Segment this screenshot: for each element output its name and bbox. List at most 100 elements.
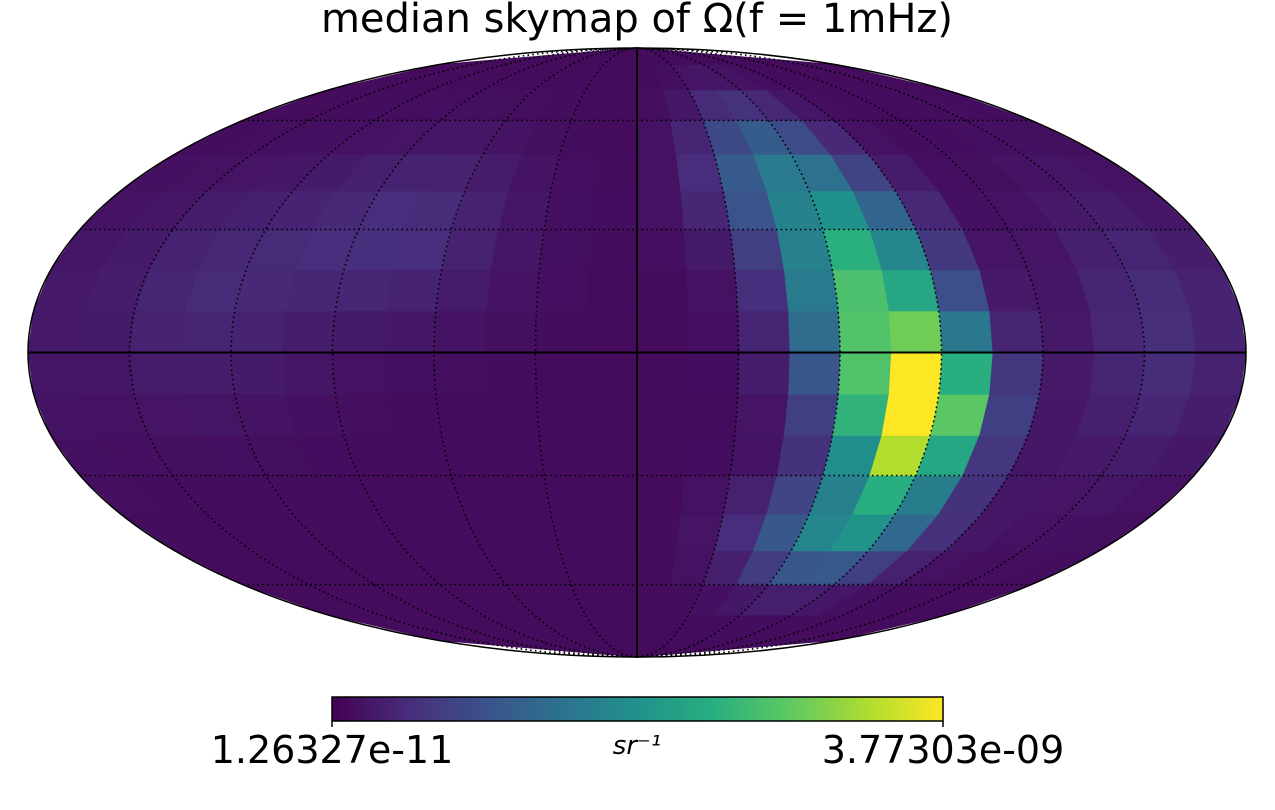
colorbar-unit-label: sr⁻¹ — [613, 731, 661, 761]
chart-title: median skymap of Ω(f = 1mHz) — [321, 0, 953, 42]
sky-pixel — [334, 393, 394, 436]
sky-pixel — [536, 269, 589, 312]
sky-pixel — [385, 269, 443, 312]
sky-pixel — [938, 310, 993, 353]
sky-pixel — [837, 352, 892, 395]
sky-pixel — [179, 310, 236, 353]
skymap-pixels — [28, 48, 1246, 657]
sky-pixel — [593, 153, 638, 192]
sky-pixel — [880, 269, 940, 312]
sky-pixel — [636, 153, 681, 192]
sky-pixel — [1189, 352, 1246, 395]
sky-pixel — [332, 352, 387, 395]
sky-pixel — [686, 310, 739, 353]
sky-pixel — [636, 550, 676, 585]
sky-pixel — [78, 352, 135, 395]
sky-pixel — [28, 310, 85, 353]
sky-pixel — [636, 352, 689, 395]
sky-pixel — [729, 229, 784, 271]
sky-pixel — [585, 352, 638, 395]
sky-pixel — [679, 190, 731, 230]
sky-pixel — [28, 352, 85, 395]
sky-pixel — [685, 269, 738, 312]
sky-pixel — [787, 310, 841, 353]
sky-pixel — [485, 269, 540, 312]
sky-pixel — [484, 352, 537, 395]
colorbar-max-label: 3.77303e-09 — [822, 728, 1065, 772]
sky-pixel — [775, 229, 833, 271]
sky-pixel — [433, 310, 487, 353]
sky-pixel — [636, 229, 687, 271]
sky-pixel — [490, 229, 545, 271]
sky-pixel — [1139, 310, 1196, 353]
sky-pixel — [586, 393, 638, 436]
sky-pixel — [686, 352, 739, 395]
sky-pixel — [438, 48, 638, 65]
sky-pixel — [484, 310, 537, 353]
sky-pixel — [737, 310, 790, 353]
sky-pixel — [129, 352, 185, 395]
sky-pixel — [535, 352, 588, 395]
sky-pixel — [230, 310, 286, 353]
sky-pixel — [435, 269, 491, 312]
sky-pixel — [737, 352, 790, 395]
sky-pixel — [988, 352, 1044, 395]
sky-pixel — [332, 310, 387, 353]
sky-pixel — [636, 393, 688, 436]
sky-pixel — [587, 229, 638, 271]
meridian-line — [128, 47, 638, 658]
sky-pixel — [1038, 310, 1095, 353]
sky-pixel — [281, 352, 336, 395]
sky-pixel — [598, 120, 638, 155]
sky-pixel — [543, 475, 595, 515]
sky-pixel — [281, 310, 336, 353]
sky-pixel — [129, 310, 185, 353]
sky-pixel — [585, 310, 638, 353]
sky-pixel — [929, 393, 990, 436]
colorbar-min-label: 1.26327e-11 — [211, 728, 454, 772]
sky-pixel — [929, 269, 990, 312]
sky-pixel — [586, 269, 638, 312]
sky-pixel — [1139, 352, 1196, 395]
sky-pixel — [1089, 352, 1145, 395]
sky-pixel — [538, 434, 592, 476]
sky-pixel — [485, 393, 540, 436]
sky-pixel — [880, 393, 940, 436]
sky-pixel — [538, 229, 592, 271]
sky-pixel — [179, 352, 236, 395]
sky-pixel — [787, 352, 841, 395]
sky-pixel — [435, 393, 491, 436]
sky-pixel — [938, 352, 993, 395]
sky-pixel — [682, 229, 736, 271]
colorbar: 1.26327e-11 3.77303e-09 sr⁻¹ — [211, 696, 1065, 772]
sky-pixel — [382, 352, 437, 395]
sky-pixel — [636, 269, 688, 312]
sky-pixel — [783, 393, 839, 436]
colorbar-gradient — [331, 696, 944, 722]
sky-pixel — [636, 513, 681, 552]
sky-pixel — [590, 475, 638, 515]
sky-pixel — [988, 310, 1044, 353]
sky-pixel — [636, 310, 689, 353]
sky-pixel — [682, 434, 736, 476]
sky-pixel — [382, 310, 437, 353]
sky-pixel — [230, 352, 286, 395]
sky-pixel — [636, 120, 676, 155]
sky-pixel — [536, 393, 589, 436]
sky-pixel — [543, 190, 595, 230]
sky-pixel — [783, 269, 839, 312]
sky-pixel — [1038, 352, 1095, 395]
sky-pixel — [593, 513, 638, 552]
sky-pixel — [734, 269, 789, 312]
sky-pixel — [587, 434, 638, 476]
sky-pixel — [729, 434, 784, 476]
sky-pixel — [590, 190, 638, 230]
sky-pixel — [831, 393, 889, 436]
sky-pixel — [1089, 310, 1145, 353]
sky-pixel — [490, 434, 545, 476]
sky-pixel — [385, 393, 443, 436]
sky-pixel — [636, 475, 684, 515]
sky-pixel — [837, 310, 892, 353]
meridian-line — [230, 47, 638, 658]
